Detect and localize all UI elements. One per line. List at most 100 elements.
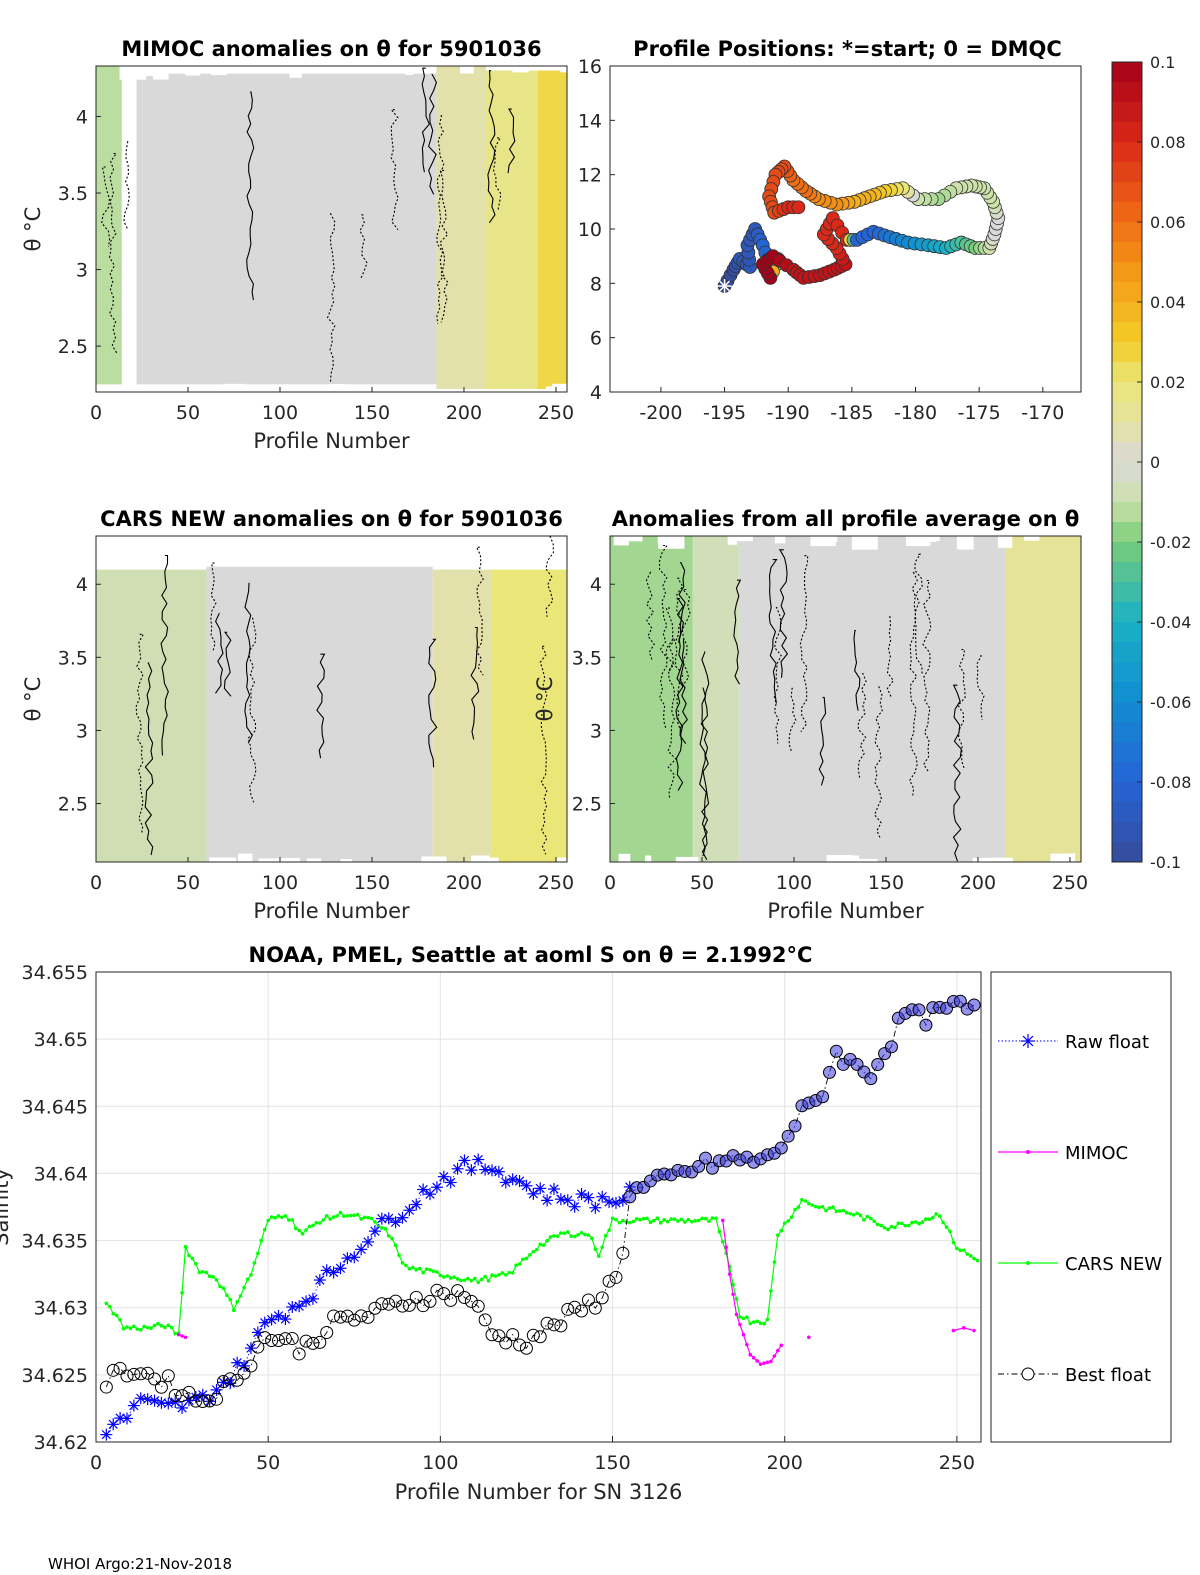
cars-new-point (238, 1294, 243, 1298)
raw-float-star-stroke (528, 1189, 539, 1199)
heatmap-notch (385, 536, 402, 545)
cars-new-point (565, 1230, 570, 1234)
contour-line (316, 653, 326, 759)
colorbar-tick-label: -0.08 (1150, 773, 1191, 792)
y-tick-label: 34.65 (34, 1029, 88, 1051)
cars-new-point (355, 1212, 360, 1217)
x-tick-label: 250 (538, 402, 574, 424)
x-tick-label: 0 (90, 1452, 102, 1474)
best-float-marker (485, 1328, 499, 1342)
cars-new-point (503, 1272, 508, 1277)
cars-new-point (390, 1236, 394, 1241)
cars-new-point (937, 1214, 942, 1218)
contour-line (957, 648, 966, 770)
heatmap-notch (353, 66, 367, 72)
x-tick-label: 150 (354, 402, 390, 424)
heatmap-notch (308, 387, 324, 392)
heatmap-notch (264, 536, 287, 545)
heatmap-panel-cars: 0 50 100 150 200 250 2.5 3 3.5 4 CARS NEW anomalie… (21, 507, 577, 923)
raw-float-star-stroke (356, 1244, 366, 1255)
x-tick-label: 200 (767, 1452, 803, 1474)
cars-new-point (930, 1215, 935, 1220)
heatmap-notch (133, 66, 160, 73)
raw-float-star-stroke (439, 1172, 449, 1182)
cars-new-point (514, 1263, 518, 1267)
cars-new-point (631, 1219, 635, 1224)
cars-new-point (562, 1231, 567, 1235)
heatmap-notch (127, 536, 143, 543)
y-tick-label: 2.5 (58, 336, 88, 358)
best-float-marker (437, 1287, 451, 1301)
cars-new-point (693, 1219, 697, 1223)
heatmap-notch (613, 536, 629, 546)
contour-line (952, 684, 962, 862)
best-float-marker (595, 1291, 609, 1305)
heatmap-notch (456, 536, 465, 550)
cars-new-point (280, 1215, 284, 1220)
cars-new-point (862, 1218, 866, 1222)
raw-float-star-stroke (466, 1165, 477, 1175)
colorbar-swatch (1112, 202, 1142, 223)
raw-float-star-stroke (418, 1184, 428, 1195)
heatmap-cell (96, 66, 122, 385)
cars-new-point (786, 1219, 790, 1223)
axes-box (95, 535, 568, 863)
cars-new-point (559, 1231, 563, 1235)
colorbar-swatch (1112, 442, 1142, 463)
heatmap-cell (206, 566, 433, 862)
heatmap-notch (989, 857, 1013, 862)
cars-new-point (138, 1328, 143, 1332)
cars-new-point (762, 1321, 766, 1326)
mimoc-point (769, 1359, 773, 1364)
cars-new-point (121, 1326, 126, 1331)
raw-float-star (368, 1225, 381, 1238)
cars-new-point (331, 1215, 336, 1219)
raw-float-star (465, 1164, 478, 1177)
colorbar: 0.1 0.08 0.06 0.04 0.02 0 -0.02 -0.04 -0.06 -0.08… (1111, 53, 1191, 872)
contour-line (390, 109, 399, 231)
heatmap-notch (466, 536, 482, 548)
cars-new-point (614, 1217, 618, 1222)
contour-line (873, 686, 883, 840)
cars-new-point (531, 1249, 536, 1254)
colorbar-swatch (1112, 802, 1142, 823)
footer-text: WHOI Argo:21-Nov-2018 (48, 1555, 232, 1573)
best-float-marker (526, 1328, 540, 1342)
raw-float-star (127, 1399, 140, 1412)
cars-new-point (899, 1221, 904, 1226)
cars-new-point (707, 1219, 711, 1224)
best-float-marker (575, 1304, 589, 1318)
contour-line (492, 137, 502, 211)
contour-line (223, 631, 232, 697)
heatmap-notch (645, 855, 652, 862)
cars-new-point (462, 1278, 467, 1283)
colorbar-tick-label: 0.08 (1150, 133, 1186, 152)
x-tick-label: 150 (594, 1452, 630, 1474)
heatmap-notch (340, 858, 352, 862)
cars-new-point (324, 1214, 329, 1218)
contour-line (733, 579, 742, 685)
best-float-marker (382, 1297, 396, 1311)
x-tick-label: 100 (262, 402, 298, 424)
cars-new-point (572, 1234, 577, 1239)
cars-new-point (961, 1248, 966, 1252)
cars-new-point (975, 1258, 980, 1263)
cars-new-point (359, 1217, 363, 1221)
contour-line (886, 616, 895, 697)
x-axis-label: Profile Number (253, 429, 410, 453)
raw-float-star (334, 1262, 347, 1275)
raw-float-star (568, 1200, 581, 1213)
start-star-marker (719, 280, 731, 292)
best-float-marker (278, 1332, 292, 1346)
raw-float-star (362, 1235, 375, 1248)
colorbar-tick-label: 0.04 (1150, 293, 1186, 312)
best-float-marker (609, 1270, 623, 1284)
cars-new-point (662, 1217, 666, 1222)
mimoc-line (953, 1327, 975, 1332)
mimoc-point (758, 1362, 763, 1366)
heatmap-notch (276, 857, 301, 862)
contour-line (421, 67, 430, 173)
heatmap-notch (207, 388, 230, 392)
cars-new-point (576, 1233, 580, 1237)
